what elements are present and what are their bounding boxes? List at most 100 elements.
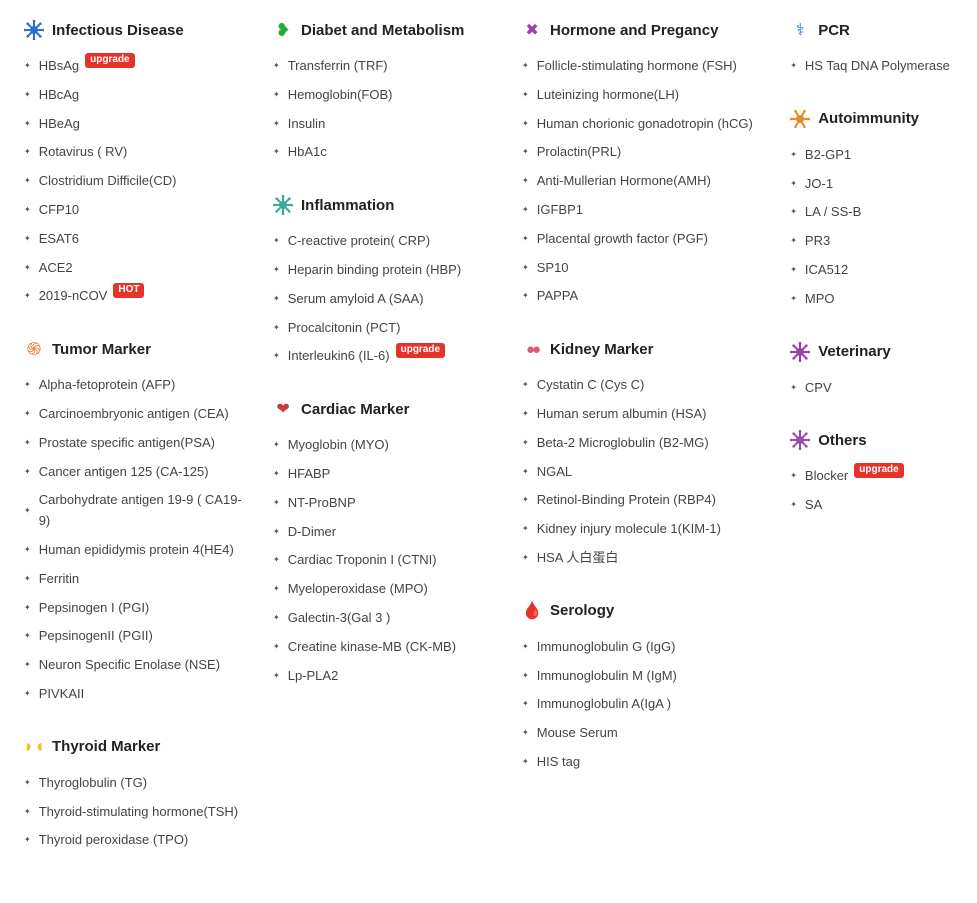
item-link[interactable]: PepsinogenII (PGII) bbox=[39, 626, 153, 647]
section-header[interactable]: Autoimmunity bbox=[790, 109, 953, 129]
list-item[interactable]: Alpha-fetoprotein (AFP) bbox=[24, 371, 249, 400]
list-item[interactable]: PR3 bbox=[790, 227, 953, 256]
list-item[interactable]: Myoglobin (MYO) bbox=[273, 431, 498, 460]
list-item[interactable]: Beta-2 Microglobulin (B2-MG) bbox=[522, 429, 766, 458]
item-link[interactable]: MPO bbox=[805, 289, 835, 310]
item-link[interactable]: HbA1c bbox=[288, 142, 327, 163]
list-item[interactable]: PAPPA bbox=[522, 282, 766, 311]
item-link[interactable]: Heparin binding protein (HBP) bbox=[288, 260, 461, 281]
section-header[interactable]: ✖Hormone and Pregancy bbox=[522, 20, 766, 40]
list-item[interactable]: Myeloperoxidase (MPO) bbox=[273, 575, 498, 604]
item-link[interactable]: Myoglobin (MYO) bbox=[288, 435, 389, 456]
item-link[interactable]: Anti-Mullerian Hormone(AMH) bbox=[537, 171, 711, 192]
item-link[interactable]: Human epididymis protein 4(HE4) bbox=[39, 540, 234, 561]
list-item[interactable]: HS Taq DNA Polymerase bbox=[790, 52, 953, 81]
item-link[interactable]: Cancer antigen 125 (CA-125) bbox=[39, 462, 209, 483]
item-link[interactable]: Hemoglobin(FOB) bbox=[288, 85, 393, 106]
item-link[interactable]: Blocker bbox=[805, 466, 848, 487]
list-item[interactable]: JO-1 bbox=[790, 170, 953, 199]
list-item[interactable]: Immunoglobulin M (IgM) bbox=[522, 662, 766, 691]
item-link[interactable]: Interleukin6 (IL-6) bbox=[288, 346, 390, 367]
list-item[interactable]: LA / SS-B bbox=[790, 198, 953, 227]
item-link[interactable]: D-Dimer bbox=[288, 522, 336, 543]
item-link[interactable]: B2-GP1 bbox=[805, 145, 851, 166]
section-header[interactable]: ⚕PCR bbox=[790, 20, 953, 40]
list-item[interactable]: Thyroglobulin (TG) bbox=[24, 769, 249, 798]
item-link[interactable]: ICA512 bbox=[805, 260, 848, 281]
item-link[interactable]: 2019-nCOV bbox=[39, 286, 108, 307]
item-link[interactable]: HBsAg bbox=[39, 56, 79, 77]
item-link[interactable]: Thyroglobulin (TG) bbox=[39, 773, 147, 794]
item-link[interactable]: Prolactin(PRL) bbox=[537, 142, 622, 163]
list-item[interactable]: Carcinoembryonic antigen (CEA) bbox=[24, 400, 249, 429]
list-item[interactable]: Prostate specific antigen(PSA) bbox=[24, 429, 249, 458]
list-item[interactable]: HBeAg bbox=[24, 110, 249, 139]
list-item[interactable]: Serum amyloid A (SAA) bbox=[273, 285, 498, 314]
list-item[interactable]: Follicle-stimulating hormone (FSH) bbox=[522, 52, 766, 81]
list-item[interactable]: Anti-Mullerian Hormone(AMH) bbox=[522, 167, 766, 196]
list-item[interactable]: ACE2 bbox=[24, 254, 249, 283]
list-item[interactable]: Human serum albumin (HSA) bbox=[522, 400, 766, 429]
list-item[interactable]: HBcAg bbox=[24, 81, 249, 110]
section-header[interactable]: ❤Cardiac Marker bbox=[273, 399, 498, 419]
list-item[interactable]: Mouse Serum bbox=[522, 719, 766, 748]
section-header[interactable]: ●●Kidney Marker bbox=[522, 339, 766, 359]
item-link[interactable]: Alpha-fetoprotein (AFP) bbox=[39, 375, 176, 396]
item-link[interactable]: Thyroid peroxidase (TPO) bbox=[39, 830, 189, 851]
list-item[interactable]: PepsinogenII (PGII) bbox=[24, 622, 249, 651]
list-item[interactable]: Lp-PLA2 bbox=[273, 662, 498, 691]
list-item[interactable]: HFABP bbox=[273, 460, 498, 489]
item-link[interactable]: SP10 bbox=[537, 258, 569, 279]
list-item[interactable]: Neuron Specific Enolase (NSE) bbox=[24, 651, 249, 680]
list-item[interactable]: Procalcitonin (PCT) bbox=[273, 314, 498, 343]
item-link[interactable]: HS Taq DNA Polymerase bbox=[805, 56, 950, 77]
item-link[interactable]: Mouse Serum bbox=[537, 723, 618, 744]
list-item[interactable]: Interleukin6 (IL-6)upgrade bbox=[273, 342, 498, 371]
item-link[interactable]: Neuron Specific Enolase (NSE) bbox=[39, 655, 220, 676]
item-link[interactable]: C-reactive protein( CRP) bbox=[288, 231, 430, 252]
item-link[interactable]: Follicle-stimulating hormone (FSH) bbox=[537, 56, 737, 77]
list-item[interactable]: Kidney injury molecule 1(KIM-1) bbox=[522, 515, 766, 544]
list-item[interactable]: Cancer antigen 125 (CA-125) bbox=[24, 458, 249, 487]
list-item[interactable]: Pepsinogen I (PGI) bbox=[24, 594, 249, 623]
list-item[interactable]: B2-GP1 bbox=[790, 141, 953, 170]
list-item[interactable]: Thyroid-stimulating hormone(TSH) bbox=[24, 798, 249, 827]
list-item[interactable]: Cystatin C (Cys C) bbox=[522, 371, 766, 400]
item-link[interactable]: Procalcitonin (PCT) bbox=[288, 318, 401, 339]
item-link[interactable]: NGAL bbox=[537, 462, 572, 483]
list-item[interactable]: Human chorionic gonadotropin (hCG) bbox=[522, 110, 766, 139]
section-header[interactable]: ◗◖Thyroid Marker bbox=[24, 737, 249, 757]
item-link[interactable]: Thyroid-stimulating hormone(TSH) bbox=[39, 802, 238, 823]
item-link[interactable]: Immunoglobulin M (IgM) bbox=[537, 666, 677, 687]
item-link[interactable]: ACE2 bbox=[39, 258, 73, 279]
list-item[interactable]: Clostridium Difficile(CD) bbox=[24, 167, 249, 196]
item-link[interactable]: Carcinoembryonic antigen (CEA) bbox=[39, 404, 229, 425]
item-link[interactable]: Clostridium Difficile(CD) bbox=[39, 171, 177, 192]
item-link[interactable]: PIVKAII bbox=[39, 684, 85, 705]
item-link[interactable]: NT-ProBNP bbox=[288, 493, 356, 514]
section-header[interactable]: 🩸Serology bbox=[522, 601, 766, 621]
item-link[interactable]: HBeAg bbox=[39, 114, 80, 135]
list-item[interactable]: Galectin-3(Gal 3 ) bbox=[273, 604, 498, 633]
item-link[interactable]: Creatine kinase-MB (CK-MB) bbox=[288, 637, 456, 658]
section-header[interactable]: ❥Diabet and Metabolism bbox=[273, 20, 498, 40]
list-item[interactable]: Thyroid peroxidase (TPO) bbox=[24, 826, 249, 855]
list-item[interactable]: ICA512 bbox=[790, 256, 953, 285]
item-link[interactable]: Immunoglobulin G (IgG) bbox=[537, 637, 676, 658]
item-link[interactable]: Retinol-Binding Protein (RBP4) bbox=[537, 490, 716, 511]
list-item[interactable]: Prolactin(PRL) bbox=[522, 138, 766, 167]
item-link[interactable]: Cardiac Troponin I (CTNI) bbox=[288, 550, 437, 571]
item-link[interactable]: Luteinizing hormone(LH) bbox=[537, 85, 679, 106]
list-item[interactable]: NGAL bbox=[522, 458, 766, 487]
list-item[interactable]: HBsAgupgrade bbox=[24, 52, 249, 81]
section-header[interactable]: Veterinary bbox=[790, 342, 953, 362]
item-link[interactable]: Cystatin C (Cys C) bbox=[537, 375, 645, 396]
item-link[interactable]: Transferrin (TRF) bbox=[288, 56, 388, 77]
item-link[interactable]: PAPPA bbox=[537, 286, 578, 307]
list-item[interactable]: Retinol-Binding Protein (RBP4) bbox=[522, 486, 766, 515]
item-link[interactable]: CFP10 bbox=[39, 200, 79, 221]
list-item[interactable]: HIS tag bbox=[522, 748, 766, 777]
item-link[interactable]: Pepsinogen I (PGI) bbox=[39, 598, 150, 619]
item-link[interactable]: PR3 bbox=[805, 231, 830, 252]
item-link[interactable]: Myeloperoxidase (MPO) bbox=[288, 579, 428, 600]
